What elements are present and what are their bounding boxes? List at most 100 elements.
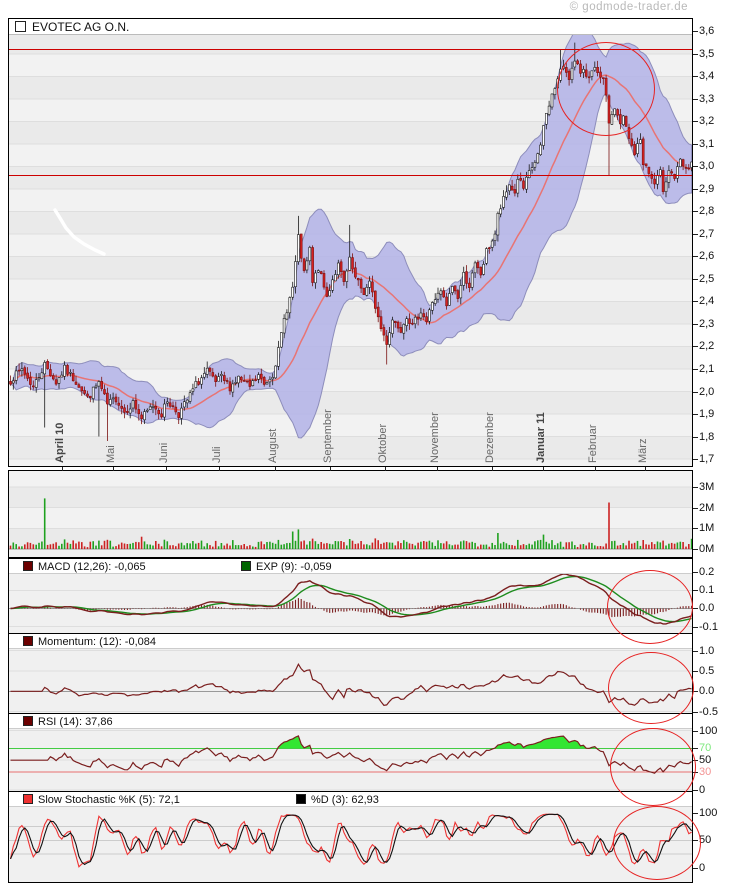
momentum-chart[interactable] bbox=[9, 634, 692, 713]
momentum-legend: Momentum: (12): -0,084 bbox=[9, 634, 692, 649]
main-chart-panel: EVOTEC AG O.N. bbox=[8, 18, 693, 467]
stoch-d-label: %D (3): 62,93 bbox=[311, 794, 379, 806]
axis-tick bbox=[693, 790, 698, 791]
axis-tick bbox=[693, 840, 698, 841]
momentum-panel: Momentum: (12): -0,084 bbox=[8, 633, 693, 714]
month-label: September bbox=[322, 409, 334, 463]
axis-tick bbox=[693, 671, 698, 672]
axis-tick bbox=[693, 189, 698, 190]
axis-tick bbox=[693, 508, 698, 509]
y-axis-label: 3,2 bbox=[699, 115, 715, 127]
y-axis-label: 2,8 bbox=[699, 205, 715, 217]
axis-tick bbox=[693, 459, 698, 460]
month-tick bbox=[275, 467, 276, 471]
y-axis-label: 1M bbox=[699, 522, 715, 534]
axis-tick bbox=[693, 731, 698, 732]
rsi-swatch bbox=[23, 716, 33, 726]
month-label: Oktober bbox=[377, 423, 389, 463]
month-label: November bbox=[429, 412, 441, 463]
momentum-label: Momentum: (12): -0,084 bbox=[38, 636, 156, 648]
axis-tick bbox=[693, 76, 698, 77]
axis-tick bbox=[693, 256, 698, 257]
volume-chart[interactable] bbox=[9, 471, 692, 557]
axis-tick bbox=[693, 144, 698, 145]
stoch-k-swatch bbox=[23, 794, 33, 804]
chart-title: EVOTEC AG O.N. bbox=[32, 19, 130, 34]
axis-tick bbox=[693, 324, 698, 325]
axis-tick bbox=[693, 234, 698, 235]
month-label: Dezember bbox=[484, 412, 496, 463]
month-tick bbox=[113, 467, 114, 471]
watermark: © godmode-trader.de bbox=[569, 1, 688, 13]
checkbox-icon[interactable] bbox=[15, 21, 26, 32]
y-axis-label: 0.1 bbox=[699, 584, 715, 596]
chart-title-bar: EVOTEC AG O.N. bbox=[9, 19, 692, 35]
y-axis-label: 3,5 bbox=[699, 48, 715, 60]
axis-tick bbox=[693, 772, 698, 773]
y-axis-label: 0M bbox=[699, 543, 715, 555]
y-axis-label: 2M bbox=[699, 502, 715, 514]
month-tick bbox=[595, 467, 596, 471]
axis-tick bbox=[693, 121, 698, 122]
month-label: April 10 bbox=[54, 422, 66, 463]
axis-tick bbox=[693, 627, 698, 628]
y-axis-label: 2,7 bbox=[699, 228, 715, 240]
y-axis-label: -0.1 bbox=[699, 621, 718, 633]
y-axis-label: 2,2 bbox=[699, 340, 715, 352]
y-axis-label: 2,3 bbox=[699, 318, 715, 330]
y-axis-label: 2,0 bbox=[699, 386, 715, 398]
y-axis-label: 2,4 bbox=[699, 295, 715, 307]
y-axis-label: 70 bbox=[699, 742, 712, 754]
month-tick bbox=[219, 467, 220, 471]
y-axis-label: 3,6 bbox=[699, 25, 715, 37]
axis-tick bbox=[693, 813, 698, 814]
month-label: Mai bbox=[105, 445, 117, 463]
stochastic-chart[interactable] bbox=[9, 792, 692, 882]
month-label: März bbox=[637, 438, 649, 463]
axis-tick bbox=[693, 528, 698, 529]
axis-tick bbox=[693, 279, 698, 280]
y-axis-label: 1,8 bbox=[699, 431, 715, 443]
y-axis-label: 3,0 bbox=[699, 160, 715, 172]
y-axis-label: 1,7 bbox=[699, 453, 715, 465]
axis-tick bbox=[693, 437, 698, 438]
y-axis-label: 50 bbox=[699, 834, 712, 846]
y-axis-label: -0.5 bbox=[699, 706, 718, 718]
y-axis-label: 3,1 bbox=[699, 138, 715, 150]
y-axis-label: 1.0 bbox=[699, 645, 715, 657]
month-tick bbox=[543, 467, 544, 471]
axis-tick bbox=[693, 166, 698, 167]
axis-tick bbox=[693, 760, 698, 761]
axis-tick bbox=[693, 748, 698, 749]
y-axis-label: 3,4 bbox=[699, 70, 715, 82]
y-axis-label: 3M bbox=[699, 481, 715, 493]
volume-panel bbox=[8, 470, 693, 558]
axis-tick bbox=[693, 414, 698, 415]
y-axis-label: 100 bbox=[699, 725, 718, 737]
axis-tick bbox=[693, 651, 698, 652]
month-tick bbox=[492, 467, 493, 471]
momentum-swatch bbox=[23, 636, 33, 646]
macd-line-swatch bbox=[23, 561, 33, 571]
y-axis-label: 0 bbox=[699, 862, 706, 874]
rsi-chart[interactable] bbox=[9, 714, 692, 791]
y-axis-label: 0.5 bbox=[699, 665, 715, 677]
month-label: Juli bbox=[211, 446, 223, 463]
axis-tick bbox=[693, 712, 698, 713]
y-axis-label: 0.2 bbox=[699, 566, 715, 578]
month-tick bbox=[330, 467, 331, 471]
y-axis-label: 0 bbox=[699, 784, 706, 796]
month-label: Juni bbox=[158, 442, 170, 463]
axis-tick bbox=[693, 54, 698, 55]
y-axis-label: 2,5 bbox=[699, 273, 715, 285]
month-tick bbox=[62, 467, 63, 471]
month-label: August bbox=[267, 428, 279, 463]
axis-tick bbox=[693, 691, 698, 692]
rsi-panel: RSI (14): 37,86 bbox=[8, 713, 693, 792]
y-axis-label: 0.0 bbox=[699, 602, 715, 614]
rsi-label: RSI (14): 37,86 bbox=[38, 716, 113, 728]
month-tick bbox=[385, 467, 386, 471]
y-axis-label: 2,9 bbox=[699, 183, 715, 195]
y-axis-label: 3,3 bbox=[699, 93, 715, 105]
